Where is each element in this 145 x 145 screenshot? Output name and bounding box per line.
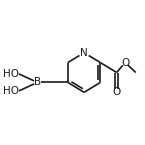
Text: HO: HO [3, 69, 19, 79]
Text: HO: HO [3, 86, 19, 96]
Text: O: O [113, 87, 121, 97]
Text: O: O [121, 58, 129, 68]
Text: B: B [34, 77, 41, 87]
Text: N: N [80, 48, 88, 58]
